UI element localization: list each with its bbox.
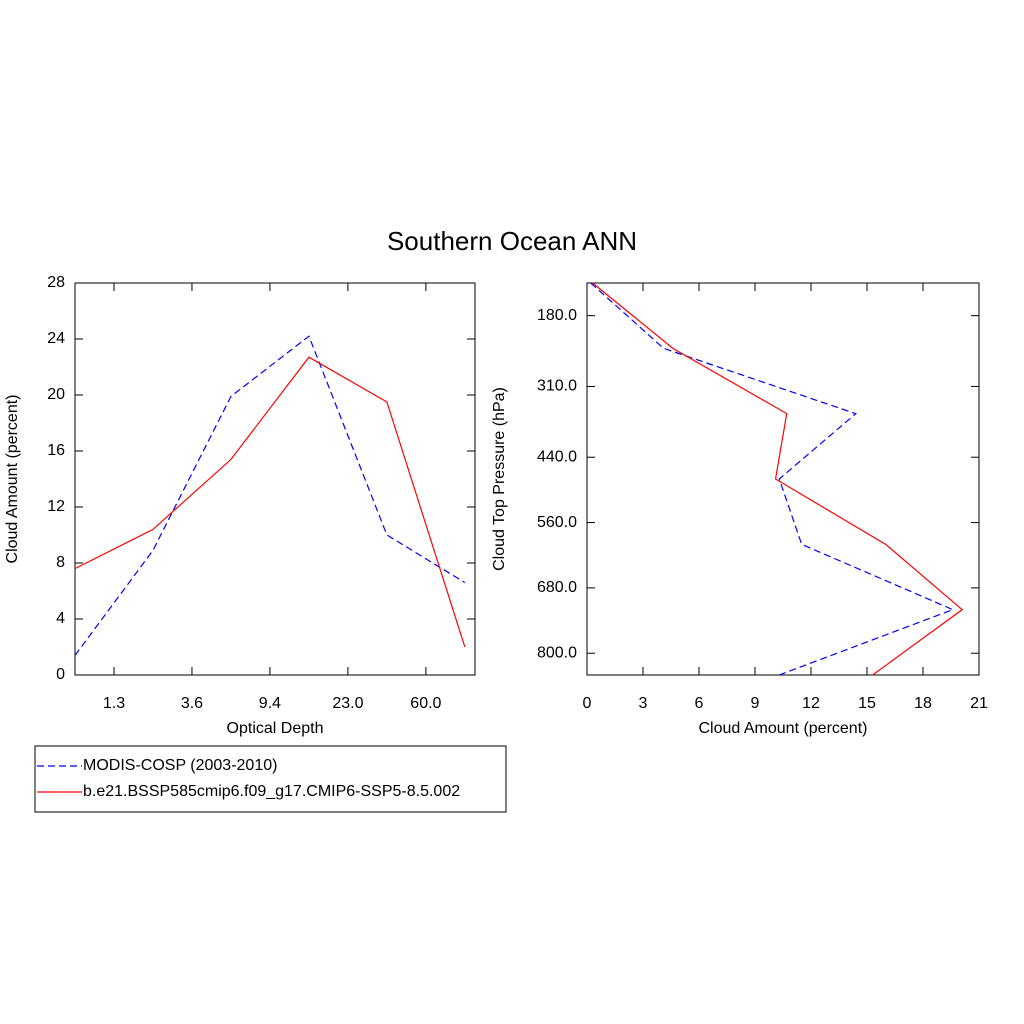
series-line [74,335,466,656]
y-tick-label: 680.0 [537,579,577,596]
y-tick-label: 8 [56,554,65,571]
figure-title: Southern Ocean ANN [387,226,637,256]
series-line [592,282,964,676]
y-tick-label: 560.0 [537,514,577,531]
x-tick-label: 23.0 [332,695,363,712]
y-tick-label: 4 [56,610,65,627]
x-tick-label: 12 [802,695,820,712]
y-tick-label: 800.0 [537,644,577,661]
plot-frame [586,282,980,676]
y-axis-label: Cloud Amount (percent) [4,395,21,564]
legend-label: MODIS-COSP (2003-2010) [83,757,277,774]
y-tick-label: 0 [56,666,65,683]
x-tick-label: 60.0 [410,695,441,712]
x-tick-label: 9 [751,695,760,712]
series-line [590,282,955,676]
y-tick-label: 16 [47,442,65,459]
x-tick-label: 15 [858,695,876,712]
legend-label: b.e21.BSSP585cmip6.f09_g17.CMIP6-SSP5-8.… [83,783,460,800]
plot-frame [74,282,476,676]
x-axis-label: Optical Depth [227,720,324,737]
x-tick-label: 6 [695,695,704,712]
x-tick-label: 3.6 [181,695,203,712]
x-tick-label: 18 [914,695,932,712]
y-tick-label: 310.0 [537,378,577,395]
x-tick-label: 3 [639,695,648,712]
y-tick-label: 12 [47,498,65,515]
legend-box [34,745,507,813]
x-axis-label: Cloud Amount (percent) [699,720,868,737]
x-tick-label: 0 [583,695,592,712]
x-tick-label: 21 [970,695,988,712]
y-tick-label: 24 [47,330,65,347]
y-tick-label: 28 [47,274,65,291]
series-line [74,356,466,648]
x-tick-label: 1.3 [103,695,125,712]
x-tick-label: 9.4 [259,695,281,712]
y-tick-label: 180.0 [537,307,577,324]
y-tick-label: 440.0 [537,448,577,465]
y-axis-label: Cloud Top Pressure (hPa) [491,387,508,571]
y-tick-label: 20 [47,386,65,403]
